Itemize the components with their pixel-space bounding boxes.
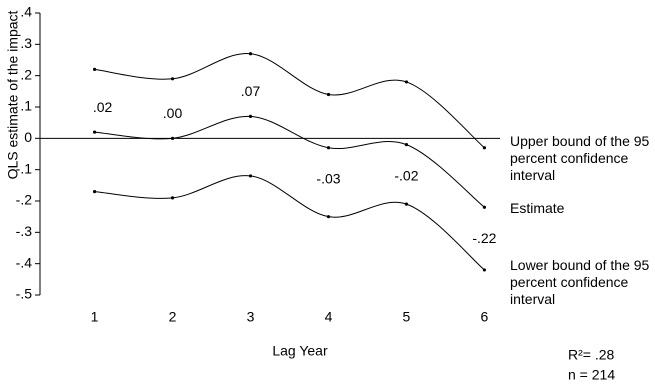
point xyxy=(482,268,487,272)
point xyxy=(248,52,253,56)
legend-label: Estimate xyxy=(510,200,565,216)
x-axis-label: Lag Year xyxy=(272,343,328,359)
point xyxy=(92,67,97,71)
annotation: n = 214 xyxy=(568,367,615,383)
series-line xyxy=(94,115,485,208)
point xyxy=(404,202,409,206)
point xyxy=(170,77,175,81)
point xyxy=(248,174,253,178)
legend-label: Upper bound of the 95 percent confidence… xyxy=(510,133,650,183)
legend-label: Lower bound of the 95 percent confidence… xyxy=(510,257,650,307)
point xyxy=(404,143,409,147)
point xyxy=(326,215,331,219)
point xyxy=(482,146,487,150)
y-tick-label: .4 xyxy=(20,4,32,20)
x-tick-label: 5 xyxy=(403,309,411,325)
x-tick-label: 2 xyxy=(169,309,177,325)
y-tick-label: -.2 xyxy=(16,192,33,208)
point xyxy=(404,80,409,84)
y-tick-label: .3 xyxy=(20,35,32,51)
data-label: .07 xyxy=(241,83,261,99)
x-tick-label: 6 xyxy=(481,309,489,325)
y-tick-label: -.3 xyxy=(16,223,33,239)
point xyxy=(170,196,175,200)
data-label: .02 xyxy=(93,99,113,115)
point xyxy=(170,136,175,140)
x-tick-label: 1 xyxy=(91,309,99,325)
data-label: -.22 xyxy=(472,230,496,246)
point xyxy=(92,130,97,134)
y-tick-label: -.4 xyxy=(16,254,33,270)
y-tick-label: .1 xyxy=(20,98,32,114)
point xyxy=(326,92,331,97)
y-tick-label: 0 xyxy=(24,129,32,145)
point xyxy=(326,146,331,150)
x-tick-label: 3 xyxy=(247,309,255,325)
point xyxy=(248,114,253,118)
y-tick-label: -.5 xyxy=(16,286,33,302)
y-tick-label: -.1 xyxy=(16,160,33,176)
y-axis-label: OLS estimate of the impact xyxy=(5,10,21,179)
data-label: -.03 xyxy=(316,170,340,186)
series-line xyxy=(94,53,485,149)
point xyxy=(482,205,487,209)
y-tick-label: .2 xyxy=(20,66,32,82)
series-line xyxy=(94,175,485,271)
annotation: R²= .28 xyxy=(568,347,615,363)
x-tick-label: 4 xyxy=(325,309,333,325)
data-label: .00 xyxy=(163,105,183,121)
point xyxy=(92,190,97,194)
data-label: -.02 xyxy=(394,167,418,183)
